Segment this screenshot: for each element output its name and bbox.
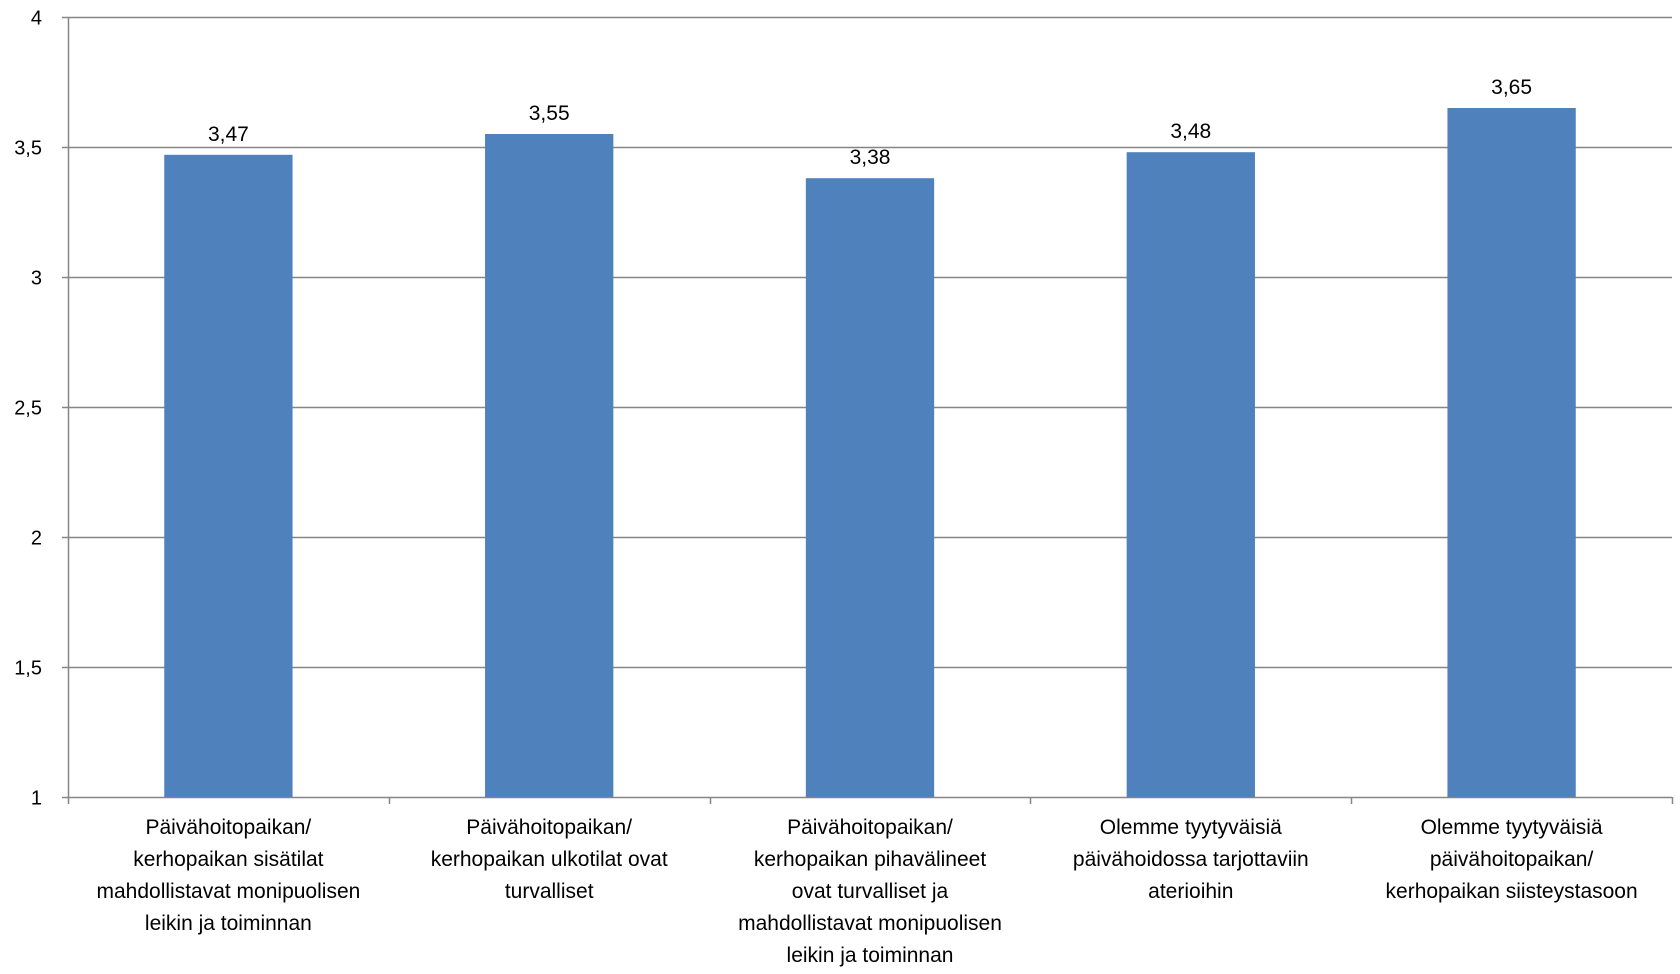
x-category-label-line: Päivähoitopaikan/ [715, 812, 1025, 844]
x-category-label: Päivähoitopaikan/kerhopaikan sisätilat ma… [73, 812, 383, 940]
y-tick-label: 3 [31, 268, 42, 290]
x-category-label-line: turvalliset [394, 876, 704, 908]
data-label: 3,55 [529, 102, 570, 125]
x-category-label-line: ovat turvalliset ja [715, 876, 1025, 908]
data-label: 3,47 [208, 123, 249, 146]
y-tick-label: 1,5 [14, 658, 42, 680]
x-category-label-line: aterioihin [1036, 876, 1346, 908]
bar [1127, 152, 1255, 797]
bars [164, 108, 1576, 797]
x-category-label-line: Päivähoitopaikan/ [394, 812, 704, 844]
data-label: 3,38 [850, 146, 891, 169]
x-category-label-line: kerhopaikan ulkotilat ovat [394, 844, 704, 876]
x-category-label: Päivähoitopaikan/kerhopaikan ulkotilat o… [394, 812, 704, 908]
y-axis-tick-labels: 1 1,5 2 2,5 3 3,5 4 [14, 8, 42, 810]
y-tick-label: 3,5 [14, 138, 42, 160]
x-category-label: Päivähoitopaikan/kerhopaikan pihavälinee… [715, 812, 1025, 972]
data-label: 3,48 [1170, 120, 1211, 143]
bar [485, 134, 613, 797]
x-category-label-line: kerhopaikan pihavälineet [715, 844, 1025, 876]
y-tick-label: 2,5 [14, 398, 42, 420]
x-category-label-line: leikin ja toiminnan [715, 940, 1025, 972]
x-category-label-line: leikin ja toiminnan [73, 908, 383, 940]
x-category-label: Olemme tyytyväisiä päivähoidossa tarjotta… [1036, 812, 1346, 908]
x-category-label-line: kerhopaikan siisteystasoon [1357, 876, 1667, 908]
bar [806, 178, 934, 797]
x-category-label-line: mahdollistavat monipuolisen [73, 876, 383, 908]
x-category-label-line: päivähoidossa tarjottaviin [1036, 844, 1346, 876]
x-category-label-line: kerhopaikan sisätilat [73, 844, 383, 876]
y-tick-label: 4 [31, 8, 42, 30]
x-category-label-line: mahdollistavat monipuolisen [715, 908, 1025, 940]
bar [1447, 108, 1575, 797]
x-category-label-line: päivähoitopaikan/ [1357, 844, 1667, 876]
x-category-label: Olemme tyytyväisiä päivähoitopaikan/kerho… [1357, 812, 1667, 908]
data-label: 3,65 [1491, 76, 1532, 99]
bar [164, 155, 292, 797]
data-labels: 3,47 3,55 3,38 3,48 3,65 [208, 76, 1532, 169]
x-category-label-line: Päivähoitopaikan/ [73, 812, 383, 844]
x-category-label-line: Olemme tyytyväisiä [1357, 812, 1667, 844]
y-tick-label: 1 [31, 788, 42, 810]
x-category-label-line: Olemme tyytyväisiä [1036, 812, 1346, 844]
y-tick-label: 2 [31, 528, 42, 550]
